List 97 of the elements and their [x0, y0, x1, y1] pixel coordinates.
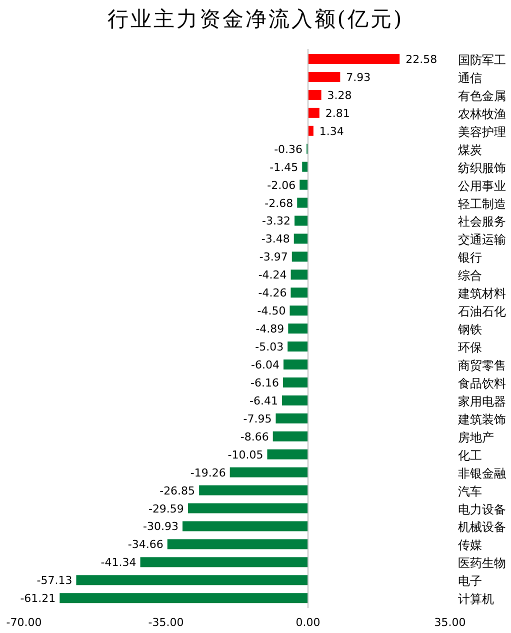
bar	[282, 395, 308, 406]
y-tick-label: 钢铁	[457, 322, 482, 337]
data-label: -19.26	[190, 466, 226, 480]
chart-title: 行业主力资金净流入额(亿元)	[107, 7, 404, 31]
data-label: -0.36	[274, 142, 303, 156]
bar	[292, 252, 308, 262]
bar	[288, 324, 308, 334]
data-label: -6.16	[250, 376, 280, 390]
y-tick-label: 石油石化	[458, 304, 506, 319]
y-tick-label: 传媒	[458, 538, 482, 552]
bar	[188, 503, 308, 514]
data-label: -29.59	[148, 502, 184, 516]
data-label: -7.95	[243, 412, 272, 426]
data-label: -4.89	[256, 322, 284, 336]
y-tick-label: 电力设备	[458, 502, 506, 516]
data-label: -3.32	[262, 214, 291, 228]
bar	[308, 126, 314, 136]
y-tick-label: 农林牧渔	[458, 106, 506, 121]
bar	[276, 413, 308, 424]
data-label: -1.45	[270, 160, 298, 174]
bar	[308, 72, 340, 82]
y-tick-label: 通信	[458, 70, 482, 85]
data-label: -61.21	[20, 592, 56, 606]
data-label: -6.41	[250, 394, 278, 408]
y-tick-label: 家用电器	[458, 394, 506, 408]
data-label: -30.93	[143, 520, 179, 534]
bar	[283, 359, 308, 370]
data-label: 1.34	[319, 124, 344, 138]
bar	[199, 485, 308, 496]
data-label: -4.26	[258, 286, 287, 300]
data-label: -8.66	[240, 430, 269, 444]
y-tick-label: 建筑装饰	[457, 412, 506, 426]
bar	[302, 162, 308, 172]
x-tick-label: -70.00	[6, 616, 42, 629]
y-tick-label: 化工	[458, 448, 482, 462]
bar	[283, 377, 308, 388]
bar	[297, 198, 308, 208]
data-label: -4.24	[258, 268, 287, 282]
y-tick-label: 建筑材料	[457, 286, 506, 301]
data-label: -41.34	[100, 556, 136, 570]
data-label: -6.04	[251, 358, 280, 372]
bar	[230, 467, 308, 478]
data-label: -3.48	[261, 232, 290, 246]
y-tick-label: 商贸零售	[458, 358, 506, 372]
y-tick-label: 轻工制造	[458, 196, 506, 211]
bar	[290, 288, 308, 298]
bar	[60, 593, 308, 604]
y-tick-label: 计算机	[458, 592, 494, 606]
data-label: -26.85	[160, 484, 196, 498]
bar	[76, 575, 308, 586]
bar	[140, 557, 308, 568]
bar	[308, 90, 322, 100]
bar	[300, 180, 308, 190]
y-tick-label: 纺织服饰	[458, 160, 506, 175]
bar	[290, 306, 308, 316]
x-tick-label: 0.00	[296, 616, 320, 629]
y-tick-label: 汽车	[458, 484, 482, 498]
y-tick-label: 交通运输	[458, 232, 506, 247]
data-label: -4.50	[257, 304, 286, 318]
y-tick-label: 国防军工	[458, 53, 506, 67]
data-label: -34.66	[128, 538, 164, 552]
bar	[267, 449, 308, 460]
bar	[308, 108, 320, 118]
bar	[167, 539, 308, 550]
y-tick-label: 非银金融	[458, 466, 506, 480]
y-tick-label: 有色金属	[458, 88, 506, 103]
data-label: -2.68	[264, 196, 294, 210]
data-label: 7.93	[346, 70, 371, 84]
y-tick-label: 综合	[458, 268, 482, 283]
y-tick-label: 食品饮料	[458, 376, 506, 390]
y-tick-label: 环保	[458, 340, 482, 355]
bar	[272, 431, 308, 442]
y-tick-label: 机械设备	[458, 520, 506, 534]
data-label: -57.13	[36, 574, 72, 588]
y-tick-label: 美容护理	[458, 124, 506, 139]
data-label: 3.28	[327, 88, 352, 102]
y-tick-label: 煤炭	[458, 142, 482, 157]
bar	[288, 342, 308, 352]
data-label: -2.06	[267, 178, 296, 192]
bar	[290, 270, 308, 280]
data-label: 22.58	[406, 53, 438, 66]
data-label: -10.05	[228, 448, 264, 462]
x-tick-label: 35.00	[434, 616, 466, 629]
bar	[294, 234, 308, 244]
data-label: 2.81	[325, 106, 350, 120]
y-tick-label: 公用事业	[458, 178, 506, 193]
bar	[294, 216, 308, 226]
x-tick-label: -35.00	[148, 616, 184, 629]
y-tick-label: 房地产	[458, 430, 494, 444]
bar	[182, 521, 308, 532]
bar	[308, 54, 400, 64]
y-tick-label: 银行	[457, 250, 482, 265]
y-tick-label: 电子	[458, 574, 482, 588]
y-tick-label: 社会服务	[458, 214, 506, 229]
y-tick-label: 医药生物	[458, 556, 506, 570]
data-label: -3.97	[259, 250, 288, 264]
data-label: -5.03	[255, 340, 284, 354]
